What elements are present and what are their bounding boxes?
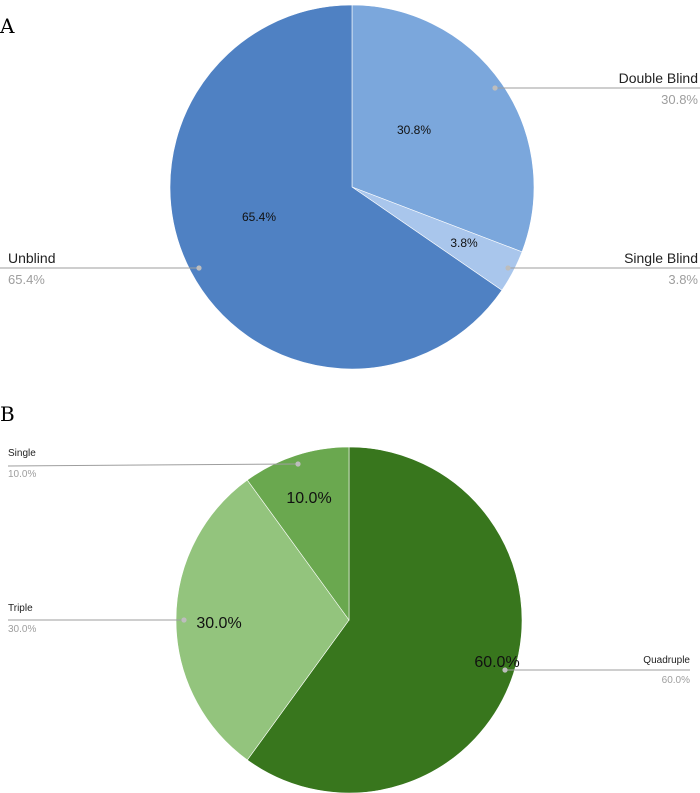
legend-label-quadruple: Quadruple: [643, 655, 690, 666]
legend-value-single: 10.0%: [8, 469, 36, 480]
legend-label-single: Single: [8, 448, 36, 459]
legend-value-unblind: 65.4%: [8, 272, 45, 287]
legend-value-quadruple: 60.0%: [662, 675, 690, 686]
leader-dot-double-blind: [492, 85, 498, 91]
legend-label-unblind: Unblind: [8, 250, 55, 266]
slice-label-unblind: 65.4%: [242, 210, 276, 224]
pie-slice-unblind: [169, 4, 503, 370]
legend-label-triple: Triple: [8, 603, 33, 614]
slice-label-single-blind: 3.8%: [450, 236, 478, 250]
panel-b-label: B: [0, 402, 15, 426]
pie-slice-single: [246, 446, 350, 621]
pie-slice-quadruple: [246, 446, 523, 793]
pie-slice-double-blind: [351, 4, 535, 253]
leader-dot-quadruple: [502, 667, 508, 673]
legend-value-triple: 30.0%: [8, 624, 36, 635]
pie-chart-b: 60.0% 30.0% 10.0% Quadruple 60.0% Triple 30.0%…: [7, 446, 690, 793]
leader-dot-single: [295, 461, 301, 467]
legend-value-single-blind: 3.8%: [668, 272, 698, 287]
slice-label-single: 10.0%: [286, 490, 331, 507]
leader-line-single: [7, 463, 299, 467]
slice-label-quadruple: 60.0%: [474, 654, 519, 671]
leader-dot-triple: [181, 617, 187, 623]
leader-dot-single-blind: [505, 265, 511, 271]
slice-label-triple: 30.0%: [196, 615, 241, 632]
legend-label-single-blind: Single Blind: [624, 250, 698, 266]
slice-label-double-blind: 30.8%: [397, 123, 431, 137]
panel-a-label: A: [0, 14, 15, 38]
legend-label-double-blind: Double Blind: [619, 70, 698, 86]
legend-value-double-blind: 30.8%: [661, 92, 698, 107]
pie-chart-a: 30.8% 3.8% 65.4% Double Blind 30.8% Single Bl…: [0, 4, 700, 370]
leader-dot-unblind: [196, 265, 202, 271]
